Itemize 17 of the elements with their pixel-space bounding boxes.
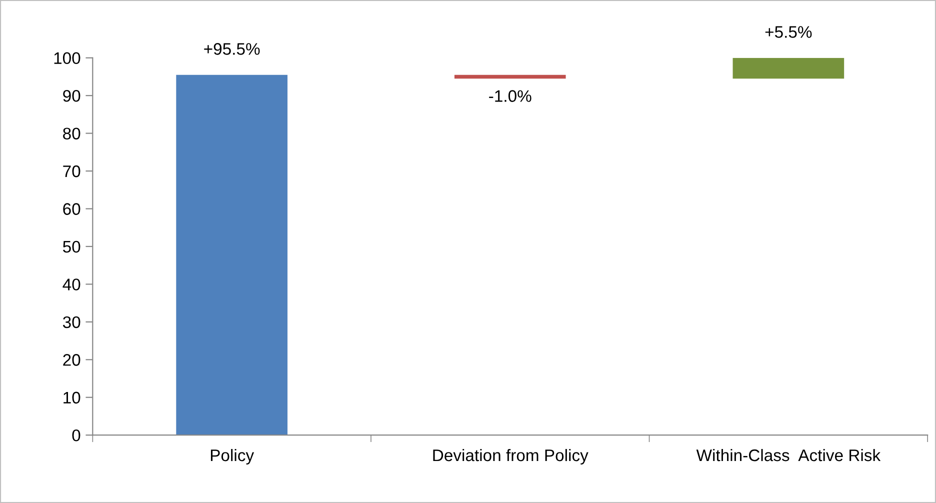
y-tick-label: 70 [63, 165, 80, 178]
y-tick-label: 40 [62, 278, 80, 290]
y-tick-label: 100 [54, 52, 80, 64]
y-tick-label: 0 [72, 429, 80, 442]
y-tick-label: 30 [62, 316, 80, 328]
y-tick-label: 50 [62, 240, 80, 253]
y-tick-label: 90 [63, 90, 80, 102]
y-tick-label: 20 [63, 354, 80, 366]
data-label: +95.5% [204, 43, 260, 55]
x-tick-label: Deviation from Policy [433, 448, 588, 465]
y-tick-label: 10 [64, 392, 80, 404]
y-tick-label: 80 [63, 128, 80, 140]
x-tick-label: Policy [210, 448, 254, 465]
data-label: +5.5% [765, 26, 812, 38]
y-tick-label: 60 [63, 203, 80, 215]
data-label: -1.0% [489, 90, 532, 102]
x-tick-label: Within-Class Active Risk [696, 448, 881, 462]
